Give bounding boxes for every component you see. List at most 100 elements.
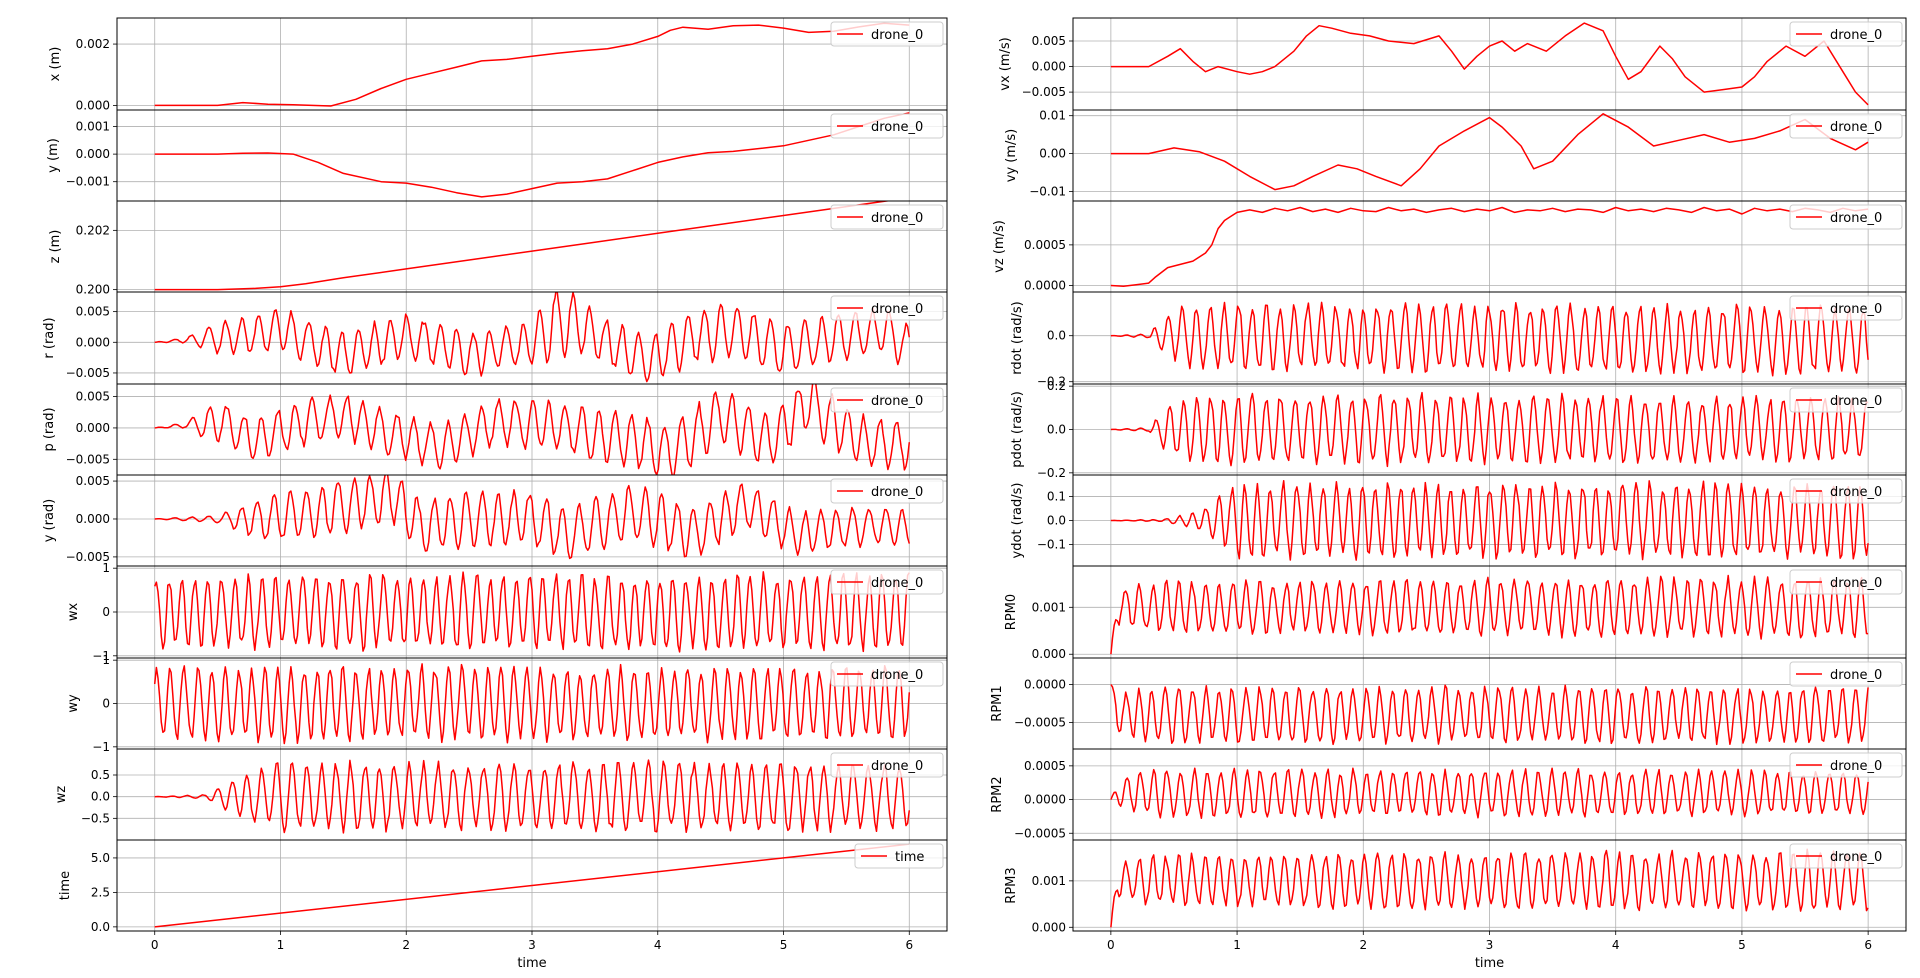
y-axis-label: vz (m/s) [992, 220, 1007, 273]
y-axis-label: RPM0 [1004, 594, 1019, 630]
y-axis-label: wy [66, 694, 81, 713]
legend-label: drone_0 [1830, 394, 1882, 409]
subplot-r-rad-: −0.005 0.000 0.005 r (rad) drone_0 [42, 291, 948, 385]
legend-box [1789, 661, 1903, 687]
legend-label: drone_0 [871, 302, 923, 317]
y-tick-label: 5.0 [91, 851, 110, 865]
y-tick-label: 0.01 [1039, 109, 1066, 123]
series-line-drone_0 [1110, 391, 1869, 468]
legend-box [830, 661, 944, 687]
legend-label: drone_0 [1830, 302, 1882, 317]
subplot-rpm2: −0.0005 0.0000 0.0005 RPM2 drone_0 [990, 748, 1907, 841]
series-line-drone_0 [1110, 206, 1869, 288]
y-axis-label: wx [66, 603, 81, 622]
y-axis-label: vy (m/s) [1004, 129, 1019, 182]
subplot-vy-m-s-: −0.01 0.00 0.01 vy (m/s) drone_0 [1004, 109, 1907, 202]
series-line-drone_0 [1110, 848, 1869, 928]
y-tick-label: 0.000 [1032, 920, 1066, 934]
series-line-drone_0 [153, 663, 911, 745]
y-tick-label: −0.5 [81, 811, 110, 825]
y-axis-label: z (m) [48, 230, 63, 264]
y-tick-label: 0.0000 [1024, 279, 1066, 293]
x-tick-label: 3 [528, 938, 536, 952]
y-tick-label: −0.005 [1022, 85, 1066, 99]
legend-box [854, 843, 944, 869]
legend-box [1789, 569, 1903, 595]
y-tick-label: 0 [102, 697, 110, 711]
legend-label: drone_0 [1830, 668, 1882, 683]
x-axis-label: time [517, 956, 546, 971]
series-line-drone_0 [1110, 113, 1869, 191]
y-tick-label: 0 [102, 605, 110, 619]
legend-label: drone_0 [871, 668, 923, 683]
y-tick-label: 0.0005 [1024, 759, 1066, 773]
legend-label: drone_0 [871, 485, 923, 500]
subplot-rdot-rad-s-: −0.2 0.0 rdot (rad/s) drone_0 [1010, 291, 1907, 389]
y-tick-label: 0.0000 [1024, 793, 1066, 807]
y-tick-label: 2.5 [91, 885, 110, 899]
y-tick-label: 0.00 [1039, 147, 1066, 161]
y-tick-label: 0.001 [76, 120, 110, 134]
y-axis-label: r (rad) [42, 317, 57, 358]
legend-label: drone_0 [1830, 576, 1882, 591]
x-tick-label: 1 [277, 938, 285, 952]
legend-box [1789, 113, 1903, 139]
y-axis-label: rdot (rad/s) [1010, 301, 1025, 374]
legend-label: drone_0 [1830, 850, 1882, 865]
subplot-rpm1: −0.0005 0.0000 RPM1 drone_0 [990, 657, 1907, 750]
y-axis-label: RPM3 [1004, 867, 1019, 903]
y-tick-label: −0.2 [1037, 466, 1066, 480]
legend-label: drone_0 [1830, 211, 1882, 226]
subplot-rpm3: 0.000 0.001 RPM3 drone_0 0 1 2 3 4 5 6 time [1004, 839, 1907, 971]
y-tick-label: −1 [92, 740, 110, 754]
subplot-time: 0.0 2.5 5.0 time time 0 1 2 3 4 5 6 time [58, 839, 948, 971]
x-tick-label: 5 [780, 938, 788, 952]
x-tick-label: 4 [1612, 938, 1620, 952]
y-tick-label: 0.000 [76, 147, 110, 161]
x-tick-label: 1 [1233, 938, 1241, 952]
y-tick-label: 0.0005 [1024, 238, 1066, 252]
y-tick-label: 0.005 [76, 474, 110, 488]
legend-box [830, 113, 944, 139]
series-line-drone_0 [154, 22, 910, 107]
series-line-time [154, 843, 910, 928]
y-tick-label: 0.0 [1047, 423, 1066, 437]
subplot-y-m-: −0.001 0.000 0.001 y (m) drone_0 [46, 109, 948, 202]
x-tick-label: 2 [402, 938, 410, 952]
legend-label: drone_0 [1830, 28, 1882, 43]
y-tick-label: −0.005 [66, 550, 110, 564]
y-axis-label: vx (m/s) [998, 37, 1013, 90]
y-axis-label: x (m) [48, 47, 63, 82]
legend-label: time [895, 850, 924, 865]
series-line-drone_0 [1110, 684, 1869, 746]
x-tick-label: 5 [1738, 938, 1746, 952]
y-tick-label: 0.000 [76, 421, 110, 435]
series-line-drone_0 [1110, 22, 1869, 106]
y-tick-label: −0.2 [1037, 375, 1066, 389]
y-tick-label: 0.000 [76, 98, 110, 112]
y-tick-label: 1 [102, 653, 110, 667]
y-tick-label: 0.000 [1032, 60, 1066, 74]
series-line-drone_0 [154, 475, 911, 560]
series-line-drone_0 [154, 201, 892, 291]
y-axis-label: wz [54, 786, 69, 804]
x-axis-label: time [1475, 956, 1504, 971]
legend-box [830, 21, 944, 47]
series-line-drone_0 [1110, 767, 1869, 820]
y-tick-label: 0.002 [76, 37, 110, 51]
legend-label: drone_0 [1830, 485, 1882, 500]
series-line-drone_0 [154, 759, 911, 834]
legend-box [1789, 21, 1903, 47]
legend-box [830, 387, 944, 413]
subplot-p-rad-: −0.005 0.000 0.005 p (rad) drone_0 [42, 383, 948, 476]
y-axis-label: RPM1 [990, 685, 1005, 721]
subplot-rpm0: 0.000 0.001 RPM0 drone_0 [1004, 565, 1907, 661]
series-line-drone_0 [1110, 479, 1869, 561]
legend-box [830, 569, 944, 595]
series-line-drone_0 [1110, 574, 1869, 655]
legend-label: drone_0 [871, 759, 923, 774]
subplot-x-m-: 0.000 0.002 x (m) drone_0 [48, 17, 948, 112]
legend-box [1789, 478, 1903, 504]
x-tick-label: 2 [1359, 938, 1367, 952]
y-tick-label: −0.01 [1029, 185, 1066, 199]
